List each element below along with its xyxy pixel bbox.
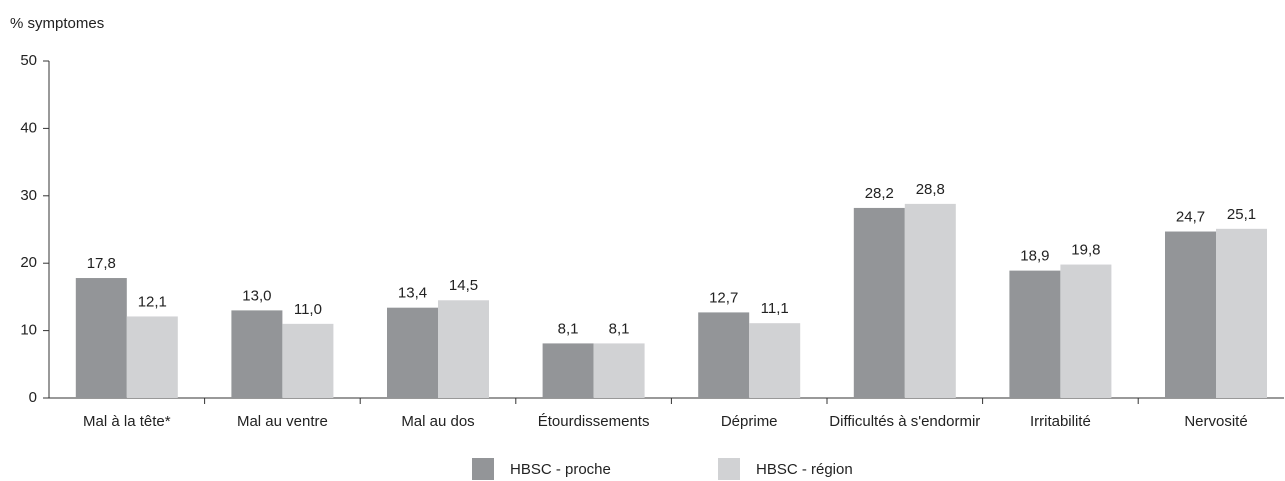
x-tick-label: Mal au ventre <box>237 413 328 430</box>
value-label: 17,8 <box>87 255 116 272</box>
y-tick-label: 20 <box>20 254 37 271</box>
y-axis-label: % symptomes <box>10 15 104 32</box>
x-tick-label: Mal au dos <box>401 413 474 430</box>
bar <box>904 203 956 398</box>
legend-label: HBSC - proche <box>510 461 611 478</box>
x-tick-label: Irritabilité <box>1030 413 1091 430</box>
value-label: 12,7 <box>709 289 738 306</box>
value-label: 19,8 <box>1071 242 1100 259</box>
bar <box>593 343 645 398</box>
x-tick-label: Difficultés à s'endormir <box>829 413 980 430</box>
y-tick-label: 10 <box>20 322 37 339</box>
value-label: 28,8 <box>916 181 945 198</box>
y-tick-label: 0 <box>29 389 37 406</box>
value-label: 12,1 <box>138 293 167 310</box>
value-label: 18,9 <box>1020 248 1049 265</box>
value-label: 13,4 <box>398 285 427 302</box>
value-label: 25,1 <box>1227 206 1256 223</box>
legend-swatch <box>718 458 740 480</box>
bar <box>853 207 905 398</box>
y-tick-label: 40 <box>20 119 37 136</box>
value-label: 8,1 <box>609 320 630 337</box>
x-tick-label: Mal à la tête* <box>83 413 171 430</box>
legend-label: HBSC - région <box>756 461 853 478</box>
bar <box>1060 264 1112 398</box>
value-label: 24,7 <box>1176 208 1205 225</box>
y-tick-label: 30 <box>20 187 37 204</box>
legend-swatch <box>472 458 494 480</box>
bar <box>126 316 178 398</box>
x-tick-label: Étourdissements <box>538 413 650 430</box>
bar <box>387 307 438 398</box>
value-label: 28,2 <box>865 185 894 202</box>
bar <box>1165 231 1216 398</box>
value-label: 13,0 <box>242 287 271 304</box>
x-tick-label: Nervosité <box>1184 413 1247 430</box>
bar <box>542 343 594 398</box>
value-label: 8,1 <box>558 320 579 337</box>
bar <box>1216 228 1267 398</box>
bar <box>438 300 489 398</box>
bar <box>749 323 801 398</box>
value-label: 11,0 <box>294 301 322 318</box>
bar <box>282 323 334 398</box>
bar <box>698 312 750 398</box>
y-tick-label: 50 <box>20 52 37 69</box>
x-tick-label: Déprime <box>721 413 778 430</box>
bar <box>1009 270 1061 398</box>
value-label: 14,5 <box>449 277 478 294</box>
bar <box>75 278 127 398</box>
bar <box>231 310 283 398</box>
value-label: 11,1 <box>761 300 789 317</box>
